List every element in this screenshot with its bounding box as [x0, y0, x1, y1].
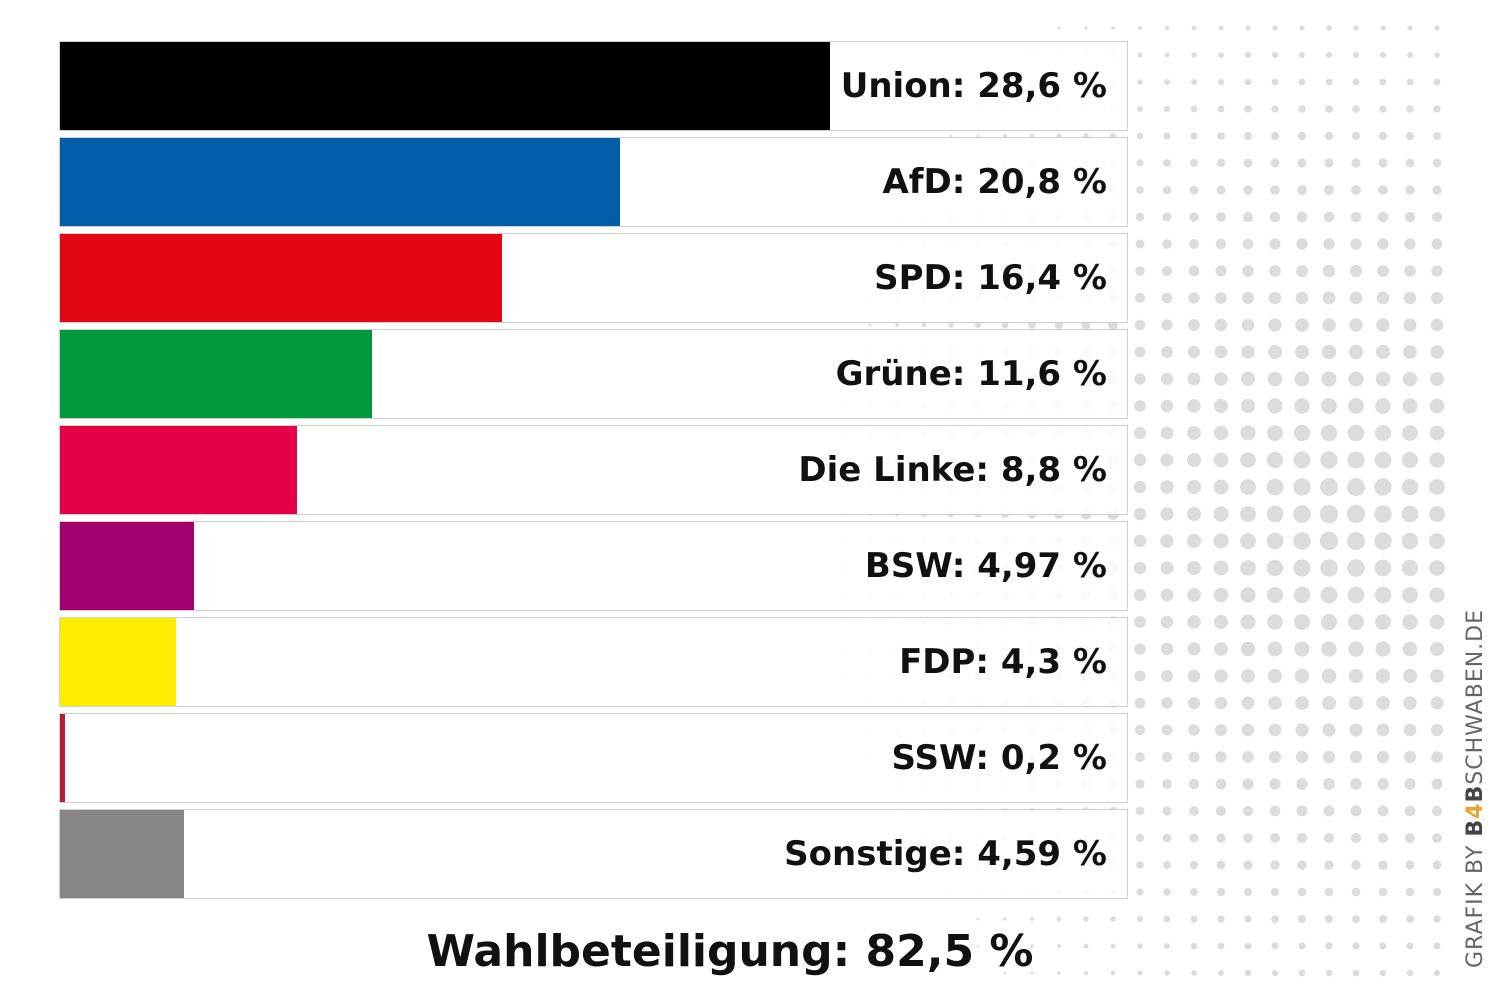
credit-text: GRAFIK BY B4BSCHWABEN.DE: [1463, 609, 1488, 968]
bar-afd: [60, 138, 620, 226]
bar-label-fdp: FDP: 4,3 %: [899, 642, 1107, 682]
bar-fdp: [60, 618, 176, 706]
bar-row-bsw: BSW: 4,97 %: [59, 521, 1128, 611]
bar-row-fdp: FDP: 4,3 %: [59, 617, 1128, 707]
bar-row-gruene: Grüne: 11,6 %: [59, 329, 1128, 419]
bar-spd: [60, 234, 502, 322]
credit-brand-b: B: [1463, 818, 1488, 837]
turnout-label: Wahlbeteiligung: 82,5 %: [426, 926, 1034, 977]
bar-label-spd: SPD: 16,4 %: [874, 258, 1107, 298]
credit-brand-b2: B: [1463, 784, 1488, 803]
bar-label-afd: AfD: 20,8 %: [882, 162, 1107, 202]
bar-label-ssw: SSW: 0,2 %: [891, 738, 1107, 778]
bar-label-gruene: Grüne: 11,6 %: [835, 354, 1107, 394]
bar-row-sonstige: Sonstige: 4,59 %: [59, 809, 1128, 899]
bar-ssw: [60, 714, 65, 802]
bar-union: [60, 42, 830, 130]
credit-suffix: SCHWABEN.DE: [1463, 608, 1488, 785]
bar-row-spd: SPD: 16,4 %: [59, 233, 1128, 323]
bar-label-sonstige: Sonstige: 4,59 %: [784, 834, 1107, 874]
bar-row-die-linke: Die Linke: 8,8 %: [59, 425, 1128, 515]
bar-label-union: Union: 28,6 %: [840, 66, 1107, 106]
bar-chart: Union: 28,6 % AfD: 20,8 % SPD: 16,4 % Grüne…: [59, 41, 1128, 905]
bar-label-die-linke: Die Linke: 8,8 %: [798, 450, 1107, 490]
credit-prefix: GRAFIK BY: [1463, 836, 1488, 968]
bar-label-bsw: BSW: 4,97 %: [864, 546, 1107, 586]
bar-gruene: [60, 330, 372, 418]
bar-die-linke: [60, 426, 297, 514]
bar-bsw: [60, 522, 194, 610]
credit-brand-4: 4: [1463, 802, 1488, 819]
bar-row-union: Union: 28,6 %: [59, 41, 1128, 131]
bar-row-afd: AfD: 20,8 %: [59, 137, 1128, 227]
bar-sonstige: [60, 810, 184, 898]
bar-row-ssw: SSW: 0,2 %: [59, 713, 1128, 803]
